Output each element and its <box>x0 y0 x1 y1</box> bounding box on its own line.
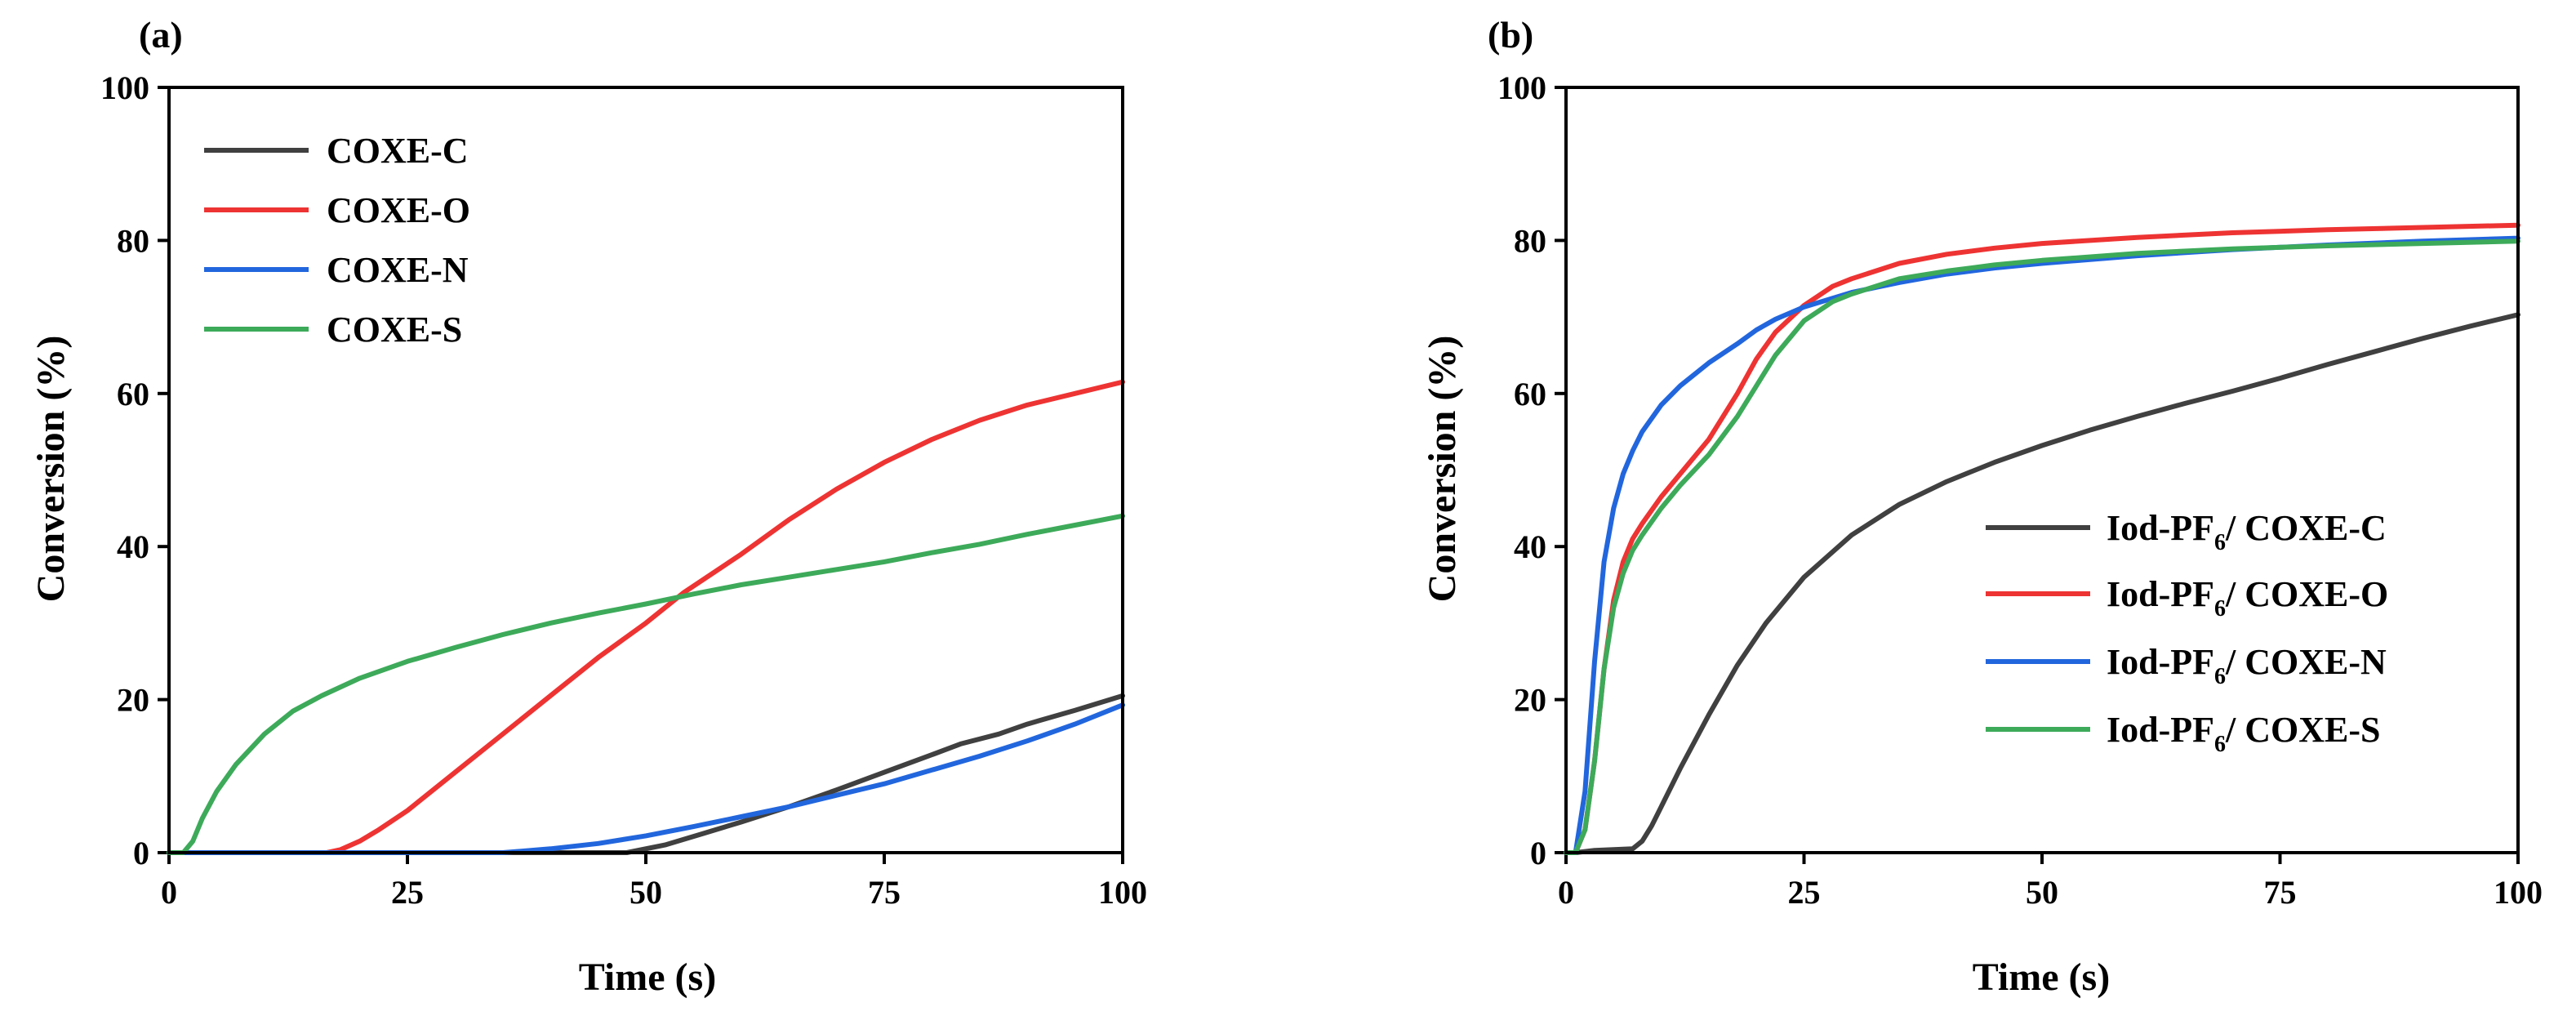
y-tick-label: 60 <box>1514 376 1546 412</box>
panel-b-series <box>1564 222 2520 855</box>
panel-b-y-ticks: 0 20 40 60 80 100 <box>1497 69 1566 871</box>
legend-label-main: Iod-PF <box>2107 574 2214 614</box>
legend-label-coxe-o: COXE-O <box>327 190 470 230</box>
x-tick-label: 25 <box>391 874 424 911</box>
x-tick-label: 50 <box>630 874 662 911</box>
series-line-coxe-c <box>167 693 1125 855</box>
legend-label-coxe-n: COXE-N <box>327 250 469 290</box>
legend-label-coxe-s: COXE-S <box>327 310 462 350</box>
y-tick-label: 20 <box>1514 682 1546 719</box>
panel-a-series <box>167 379 1125 855</box>
series-line-coxe-s <box>167 513 1125 855</box>
legend-item-iod-coxe-o: Iod-PF6/ COXE-O <box>1986 574 2388 622</box>
legend-label-iod-coxe-s: Iod-PF6/ COXE-S <box>2107 710 2380 757</box>
legend-label-main: Iod-PF <box>2107 710 2214 750</box>
legend-item-coxe-n: COXE-N <box>204 250 469 290</box>
legend-label-main: Iod-PF <box>2107 508 2214 548</box>
legend-label-rest: / COXE-N <box>2225 642 2387 682</box>
panel-b-x-ticks: 0 25 50 75 100 <box>1558 853 2543 911</box>
panel-b-label: (b) <box>1488 14 1533 56</box>
panel-b-legend: Iod-PF6/ COXE-C Iod-PF6/ COXE-O Iod-PF6/… <box>1986 508 2388 757</box>
panel-b-x-axis-title: Time (s) <box>1973 956 2110 999</box>
legend-label-rest: / COXE-C <box>2225 508 2387 548</box>
panel-a: (a) 0 20 40 60 80 100 0 25 50 75 100 Time (s) Con… <box>29 14 1147 999</box>
y-tick-label: 20 <box>117 682 149 719</box>
x-tick-label: 75 <box>2264 874 2297 911</box>
x-tick-label: 25 <box>1788 874 1821 911</box>
legend-label-subscript: 6 <box>2214 530 2226 555</box>
x-tick-label: 100 <box>2494 874 2543 911</box>
panel-a-x-ticks: 0 25 50 75 100 <box>161 853 1147 911</box>
y-tick-label: 0 <box>1530 835 1546 871</box>
y-tick-label: 40 <box>1514 528 1546 565</box>
series-line-coxe-n <box>167 702 1125 855</box>
y-tick-label: 0 <box>133 835 149 871</box>
panel-a-y-axis-title: Conversion (%) <box>29 336 73 603</box>
x-tick-label: 0 <box>161 874 177 911</box>
series-line-iod-pf6-coxe-s <box>1564 238 2520 855</box>
legend-label-iod-coxe-n: Iod-PF6/ COXE-N <box>2107 642 2387 689</box>
x-tick-label: 75 <box>868 874 901 911</box>
legend-item-iod-coxe-s: Iod-PF6/ COXE-S <box>1986 710 2380 757</box>
legend-item-iod-coxe-n: Iod-PF6/ COXE-N <box>1986 642 2387 689</box>
x-tick-label: 50 <box>2026 874 2058 911</box>
y-tick-label: 100 <box>1497 69 1546 106</box>
x-tick-label: 100 <box>1098 874 1147 911</box>
series-line-iod-pf6-coxe-c <box>1564 312 2520 855</box>
legend-item-coxe-c: COXE-C <box>204 131 469 171</box>
y-tick-label: 80 <box>1514 222 1546 259</box>
series-line-coxe-o <box>167 379 1125 855</box>
panel-a-plot-frame <box>167 86 1124 854</box>
legend-label-iod-coxe-c: Iod-PF6/ COXE-C <box>2107 508 2387 555</box>
legend-label-subscript: 6 <box>2214 596 2226 622</box>
panel-a-y-ticks: 0 20 40 60 80 100 <box>100 69 169 871</box>
panel-b-y-axis-title: Conversion (%) <box>1421 336 1464 603</box>
panel-a-label: (a) <box>139 14 183 56</box>
panel-a-legend: COXE-C COXE-O COXE-N COXE-S <box>204 131 470 350</box>
legend-label-coxe-c: COXE-C <box>327 131 469 171</box>
legend-label-rest: / COXE-O <box>2225 574 2388 614</box>
panel-b-plot-frame <box>1564 86 2520 854</box>
legend-item-iod-coxe-c: Iod-PF6/ COXE-C <box>1986 508 2387 555</box>
legend-item-coxe-s: COXE-S <box>204 310 462 350</box>
legend-label-subscript: 6 <box>2214 664 2226 689</box>
panel-a-x-axis-title: Time (s) <box>579 956 716 999</box>
y-tick-label: 100 <box>100 69 149 106</box>
y-tick-label: 40 <box>117 528 149 565</box>
y-tick-label: 60 <box>117 376 149 412</box>
legend-item-coxe-o: COXE-O <box>204 190 470 230</box>
legend-label-main: Iod-PF <box>2107 642 2214 682</box>
legend-label-rest: / COXE-S <box>2225 710 2380 750</box>
x-tick-label: 0 <box>1558 874 1574 911</box>
legend-label-iod-coxe-o: Iod-PF6/ COXE-O <box>2107 574 2388 622</box>
panel-b: (b) 0 20 40 60 80 100 0 25 50 75 100 Time (s) Con… <box>1421 14 2543 999</box>
y-tick-label: 80 <box>117 222 149 259</box>
legend-label-subscript: 6 <box>2214 732 2226 757</box>
